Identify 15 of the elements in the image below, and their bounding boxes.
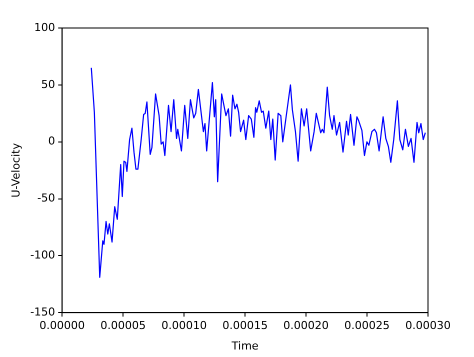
y-tick-label: 50 — [41, 78, 56, 91]
y-tick-label: -100 — [30, 248, 56, 262]
x-axis-title: Time — [230, 339, 259, 352]
x-tick-label: 0.00000 — [39, 319, 85, 332]
x-tick-label: 0.00025 — [344, 319, 390, 332]
y-tick-label: -150 — [30, 305, 56, 318]
x-tick-label: 0.00030 — [405, 319, 451, 332]
y-tick-label: 100 — [34, 20, 56, 34]
x-tick-label: 0.00015 — [222, 319, 268, 332]
y-axis-title: U-Velocity — [9, 142, 22, 198]
y-tick-label: -50 — [37, 192, 56, 205]
x-tick-label: 0.00005 — [100, 319, 146, 332]
x-tick-label: 0.00020 — [283, 319, 329, 332]
y-tick-label: 0 — [48, 134, 56, 148]
x-tick-label: 0.00010 — [161, 319, 207, 332]
